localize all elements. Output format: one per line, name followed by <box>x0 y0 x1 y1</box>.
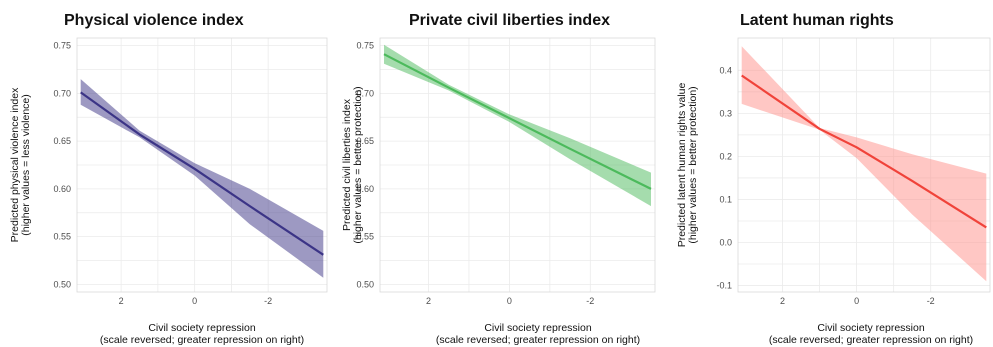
confidence-band <box>741 46 987 282</box>
y-axis-label: Predicted physical violence index(higher… <box>9 87 32 242</box>
y-axis-label: Predicted civil liberties index(higher v… <box>341 86 364 243</box>
chart-title: Latent human rights <box>740 12 894 29</box>
y-tick-label: 0.60 <box>53 184 71 194</box>
plot-frame <box>379 37 656 293</box>
x-tick-label: 2 <box>780 296 785 306</box>
y-tick-label: 0.55 <box>53 232 71 242</box>
y-tick-label: 0.65 <box>356 136 374 146</box>
y-axis-label: Predicted latent human rights value(high… <box>676 83 699 248</box>
y-tick-label: 0.65 <box>53 136 71 146</box>
y-tick-label: 0.55 <box>356 232 374 242</box>
x-tick-label: 2 <box>426 296 431 306</box>
x-axis-label-line: (scale reversed; greater repression on r… <box>769 334 973 346</box>
y-axis-label-line: Predicted physical violence index <box>9 87 21 242</box>
y-axis-label-line: Predicted latent human rights value <box>676 83 688 248</box>
x-tick-label: 0 <box>854 296 859 306</box>
x-tick-label: 2 <box>119 296 124 306</box>
x-axis-label-line: Civil society repression <box>484 322 592 334</box>
x-axis-label-line: Civil society repression <box>817 322 925 334</box>
y-tick-label: 0.70 <box>53 88 71 98</box>
prediction-line <box>383 53 652 190</box>
plot-frame <box>76 37 328 293</box>
x-axis-label-line: (scale reversed; greater repression on r… <box>100 334 304 346</box>
chart-panel-1: 0.50 0.55 0.60 0.65 0.70 0.75 2 0 -2 Physical vio… <box>9 12 328 346</box>
x-tick-label: 0 <box>192 296 197 306</box>
x-tick-label: -2 <box>264 296 272 306</box>
y-tick-label: 0.60 <box>356 184 374 194</box>
chart-title: Private civil liberties index <box>409 12 610 29</box>
y-tick-label: 0.3 <box>719 108 732 118</box>
y-tick-label: 0.0 <box>719 237 732 247</box>
chart-title: Physical violence index <box>64 12 244 29</box>
y-tick-label: 0.70 <box>356 88 374 98</box>
prediction-line <box>741 74 987 229</box>
x-axis-label: Civil society repression (scale reversed;… <box>436 322 640 346</box>
x-axis-label-line: (scale reversed; greater repression on r… <box>436 334 640 346</box>
y-tick-label: 0.4 <box>719 65 732 75</box>
y-axis-label-line: Predicted civil liberties index <box>341 98 353 231</box>
y-tick-label: 0.50 <box>356 279 374 289</box>
x-axis-label: Civil society repression (scale reversed;… <box>100 322 304 346</box>
y-tick-label: 0.75 <box>53 41 71 51</box>
x-tick-label: -2 <box>586 296 594 306</box>
y-tick-label: 0.50 <box>53 279 71 289</box>
y-axis-label-line: (higher values = better protection) <box>352 86 364 243</box>
x-tick-label: -2 <box>927 296 935 306</box>
y-tick-label: 0.1 <box>719 194 732 204</box>
x-axis-label: Civil society repression (scale reversed;… <box>769 322 973 346</box>
confidence-band <box>80 79 324 278</box>
y-axis-label-line: (higher values = less violence) <box>20 94 32 236</box>
plot-frame <box>737 37 991 293</box>
chart-panel-2: 0.50 0.55 0.60 0.65 0.70 0.75 2 0 -2 Private civi… <box>341 12 656 346</box>
y-axis-label-line: (higher values = better protection) <box>687 86 699 243</box>
y-tick-label: 0.2 <box>719 151 732 161</box>
x-tick-label: 0 <box>507 296 512 306</box>
x-axis-label-line: Civil society repression <box>148 322 256 334</box>
y-tick-label: -0.1 <box>716 281 732 291</box>
prediction-line <box>80 91 324 256</box>
chart-panel-3: -0.1 0.0 0.1 0.2 0.3 0.4 2 0 -2 Latent human righ… <box>676 12 991 346</box>
confidence-band <box>384 44 651 207</box>
y-tick-label: 0.75 <box>356 41 374 51</box>
